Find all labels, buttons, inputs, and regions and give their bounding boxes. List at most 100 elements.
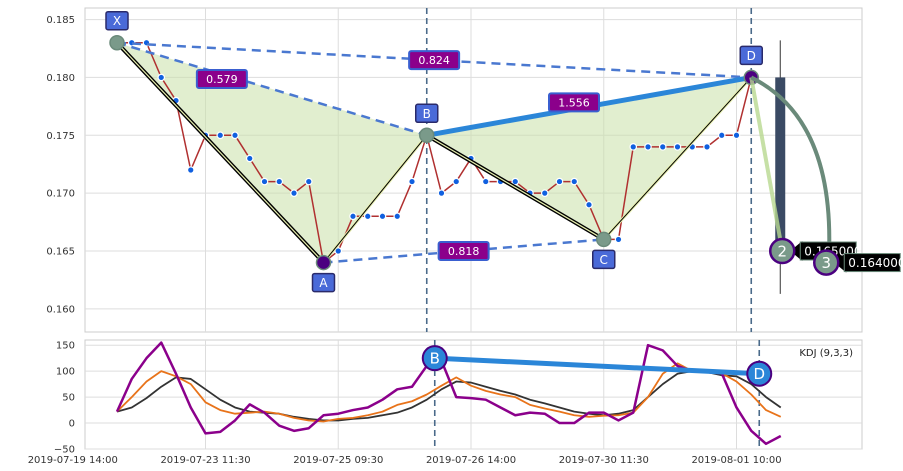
price-point [629,143,638,151]
price-ytick: 0.160 [46,304,75,315]
pattern-points [109,34,832,294]
x-tick-label: 2019-07-26 14:00 [426,455,516,466]
kdj-legend-label: KDJ (9,3,3) [799,348,853,359]
price-point [245,154,254,163]
point-label: B [423,107,431,121]
indicator-panel [84,339,863,450]
projection-line-2 [749,77,784,246]
target-marker [813,249,840,276]
price-point [585,200,593,209]
price-point [231,131,239,140]
kdj-series-2 [115,341,782,446]
price-point [157,73,166,82]
pattern-point [315,254,332,271]
price-point [216,131,225,140]
x-tick-label: 2019-07-30 11:30 [559,455,649,466]
x-tick-label: 2019-07-19 14:00 [28,455,118,466]
point-badge [415,103,439,124]
price-ytick: 0.175 [46,131,75,142]
triangle-bcd [426,77,752,240]
price-point [437,189,446,197]
ratio-label: 0.818 [448,245,480,258]
indicator-ytick: 0 [69,419,75,430]
ratio-lines [115,41,760,377]
price-point [334,247,343,255]
kdj-point-label: B [430,350,440,368]
price-point [540,189,549,197]
price-point [658,143,667,151]
indicator-ytick: 150 [56,341,75,352]
projection-bar [775,77,786,251]
ratio-badge [437,241,490,261]
price-ytick: 0.165 [46,247,75,258]
price-point [260,177,269,186]
price-point [393,212,402,221]
ratio-label: 1.556 [558,96,590,109]
target-price-label: 0.164000 [848,256,903,270]
target-arrow [834,252,847,273]
point-label: X [113,14,121,28]
ratio-line-xb [116,41,428,137]
indicator-ytick: 100 [56,367,75,378]
price-point [732,131,741,140]
target-marker [769,237,796,265]
point-badge [739,45,763,66]
point-label: A [319,276,328,290]
triangle-xab [117,42,427,263]
price-ytick: 0.170 [46,189,75,200]
ratio-label: 0.579 [206,73,238,86]
price-point [703,143,711,151]
indicator-ytick: 50 [62,393,75,404]
price-point [717,131,726,140]
kdj-point-label: D [753,365,765,383]
pattern-point [419,127,435,144]
price-point [378,212,387,221]
leg-xa-inner [116,42,324,263]
pattern-point [109,34,125,51]
x-tick-label: 2019-07-25 09:30 [293,455,383,466]
pattern-fill [117,42,752,263]
point-badge [592,249,616,270]
price-panel [84,7,863,333]
price-ytick: 0.180 [46,73,75,84]
point-badge [105,10,129,31]
series-lines [113,8,782,449]
target-price-box [843,253,901,273]
price-point [186,166,195,174]
price-point [644,143,652,151]
pattern-point [596,231,612,248]
price-point [570,177,579,186]
price-point [614,235,623,244]
kdj-series-0 [116,370,782,422]
kdj-bd-line [434,355,760,377]
price-point [511,177,520,186]
indicator-ytick: −50 [54,445,75,456]
price-point [452,177,461,186]
price-point [408,177,416,186]
target-arrow [790,241,803,261]
price-point [349,212,357,221]
price-point [481,177,490,186]
target-label: 2 [777,243,787,261]
ratio-badge [548,92,600,113]
point-label: D [747,49,756,63]
price-point [304,177,313,186]
kdj-point-marker [421,345,448,372]
projection-arc-3 [750,75,832,246]
price-point [363,212,372,221]
labels: 0.160 0.165 0.170 0.175 0.180 0.185 150 100 50 0 −… [28,10,903,466]
price-ytick: 0.185 [46,15,75,26]
price-point [673,143,682,151]
ratio-badge [408,50,461,71]
ratio-label: 0.824 [418,54,450,67]
kdj-point-marker [746,360,773,387]
leg-bc-inner [426,134,605,240]
leg-cd-inner [603,77,752,240]
target-label: 3 [821,254,831,272]
x-tick-label: 2019-08-01 10:00 [691,455,781,466]
price-point [290,189,298,197]
x-tick-label: 2019-07-23 11:30 [160,455,250,466]
ratio-badge [195,69,248,89]
